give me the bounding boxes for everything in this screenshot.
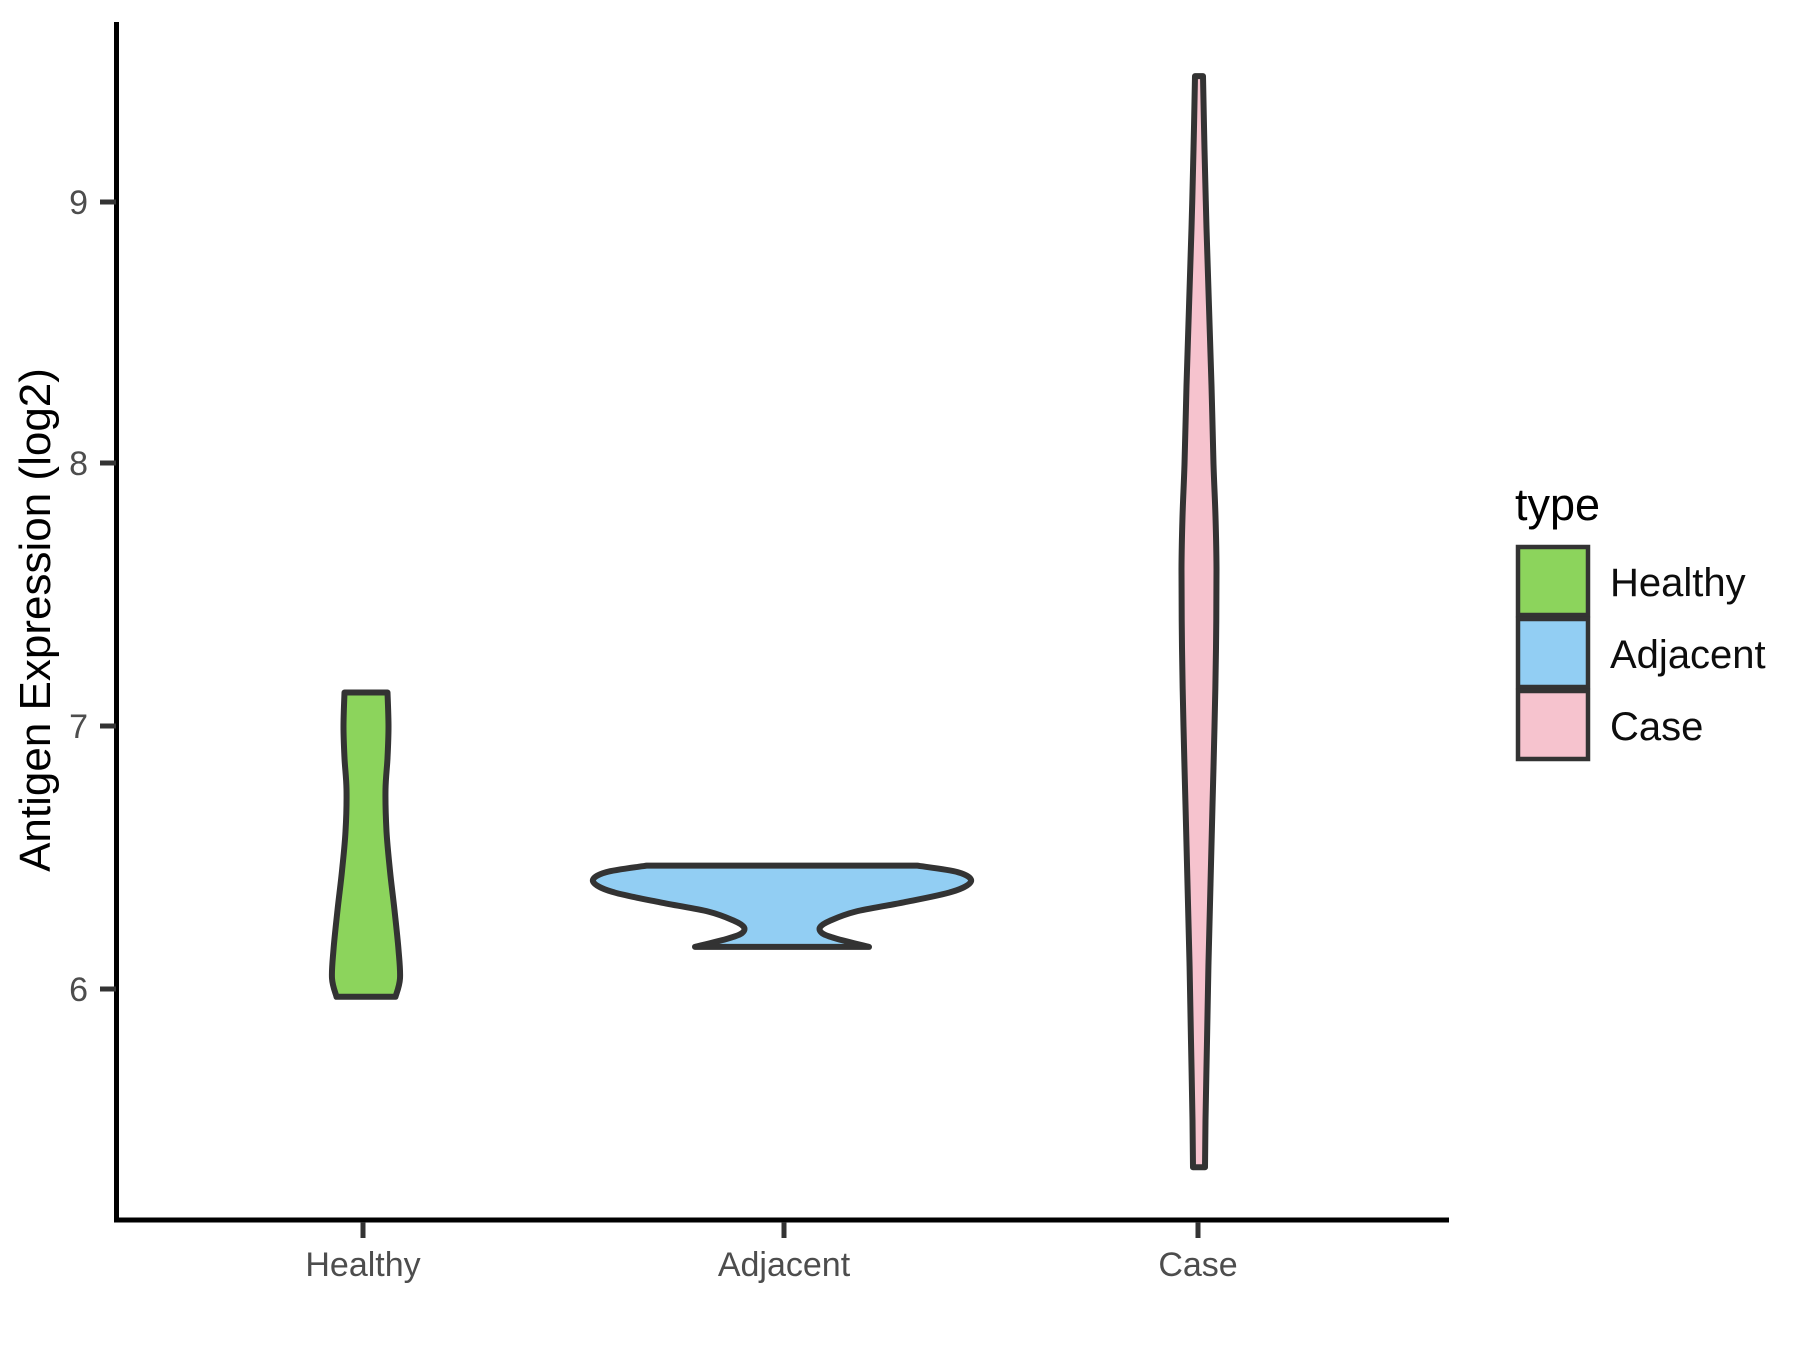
legend-label-case: Case (1610, 705, 1703, 749)
violins (328, 73, 1220, 1171)
y-axis: 9 8 7 6 Antigen Expression (log2) (11, 22, 119, 1222)
legend-label-adjacent: Adjacent (1610, 633, 1766, 677)
y-axis-title: Antigen Expression (log2) (11, 368, 60, 872)
x-label-healthy: Healthy (305, 1246, 420, 1284)
legend-key-adjacent (1515, 616, 1591, 690)
x-label-case: Case (1158, 1246, 1237, 1284)
legend-title: type (1515, 479, 1600, 530)
violin-case (1178, 73, 1220, 1171)
x-axis: Healthy Adjacent Case (114, 1217, 1449, 1284)
legend-key-healthy (1515, 544, 1591, 618)
legend-label-healthy: Healthy (1610, 561, 1746, 605)
x-label-adjacent: Adjacent (718, 1246, 851, 1284)
violin-healthy (328, 689, 404, 1000)
y-tick-label-8: 8 (69, 445, 88, 483)
y-tick-label-9: 9 (69, 184, 88, 222)
y-tick-label-6: 6 (69, 971, 88, 1009)
y-tick-label-7: 7 (69, 708, 88, 746)
legend-key-case (1515, 688, 1591, 762)
violin-adjacent (589, 862, 975, 950)
legend: type Healthy Adjacent Case (1515, 479, 1766, 762)
